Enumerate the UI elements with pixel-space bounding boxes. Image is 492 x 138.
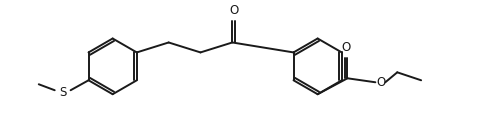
Text: S: S: [59, 86, 66, 99]
Text: O: O: [341, 41, 351, 54]
Text: O: O: [376, 76, 386, 89]
Text: O: O: [229, 4, 238, 17]
